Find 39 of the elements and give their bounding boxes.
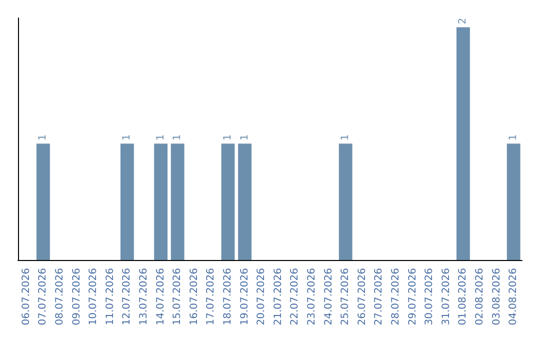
- data-label: 1: [38, 134, 49, 141]
- x-tick-label: 20.07.2026: [256, 268, 268, 326]
- x-tick-label: 19.07.2026: [239, 268, 250, 326]
- data-label: 2: [458, 18, 469, 24]
- x-tick-label: 16.07.2026: [188, 268, 200, 326]
- data-label: 1: [172, 134, 184, 141]
- x-tick-label: 23.07.2026: [306, 268, 318, 326]
- x-tick-label: 10.07.2026: [88, 268, 100, 326]
- x-tick-label: 03.08.2026: [491, 268, 502, 326]
- x-tick-label: 26.07.2026: [356, 268, 368, 326]
- data-label: 1: [222, 134, 234, 141]
- x-tick-label: 06.07.2026: [20, 268, 32, 326]
- x-tick-label: 25.07.2026: [340, 268, 352, 326]
- x-tick-label: 27.07.2026: [374, 268, 385, 326]
- x-tick-label: 09.07.2026: [71, 268, 82, 326]
- x-tick-label: 31.07.2026: [440, 268, 452, 326]
- x-tick-label: 13.07.2026: [138, 268, 150, 326]
- x-tick-label: 21.07.2026: [272, 268, 284, 326]
- x-tick-label: 07.07.2026: [38, 268, 49, 326]
- data-label: 1: [155, 134, 166, 141]
- x-tick-label: 18.07.2026: [222, 268, 234, 326]
- data-label: 1: [122, 134, 133, 141]
- x-tick-label: 29.07.2026: [407, 268, 418, 326]
- x-tick-label: 24.07.2026: [323, 268, 334, 326]
- data-label: 1: [340, 134, 352, 141]
- x-tick-label: 30.07.2026: [424, 268, 436, 326]
- x-tick-label: 01.08.2026: [458, 268, 469, 326]
- x-tick-label: 04.08.2026: [508, 268, 520, 326]
- x-tick-label: 02.08.2026: [474, 268, 486, 326]
- x-tick-label: 17.07.2026: [206, 268, 217, 326]
- x-tick-label: 11.07.2026: [104, 268, 116, 326]
- data-label: 1: [508, 134, 520, 141]
- x-tick-label: 14.07.2026: [155, 268, 166, 326]
- x-tick-label: 12.07.2026: [122, 268, 133, 326]
- data-label: 1: [239, 134, 250, 141]
- x-tick-label: 22.07.2026: [290, 268, 301, 326]
- x-tick-label: 08.07.2026: [54, 268, 66, 326]
- x-tick-label: 15.07.2026: [172, 268, 184, 326]
- x-tick-label: 28.07.2026: [390, 268, 402, 326]
